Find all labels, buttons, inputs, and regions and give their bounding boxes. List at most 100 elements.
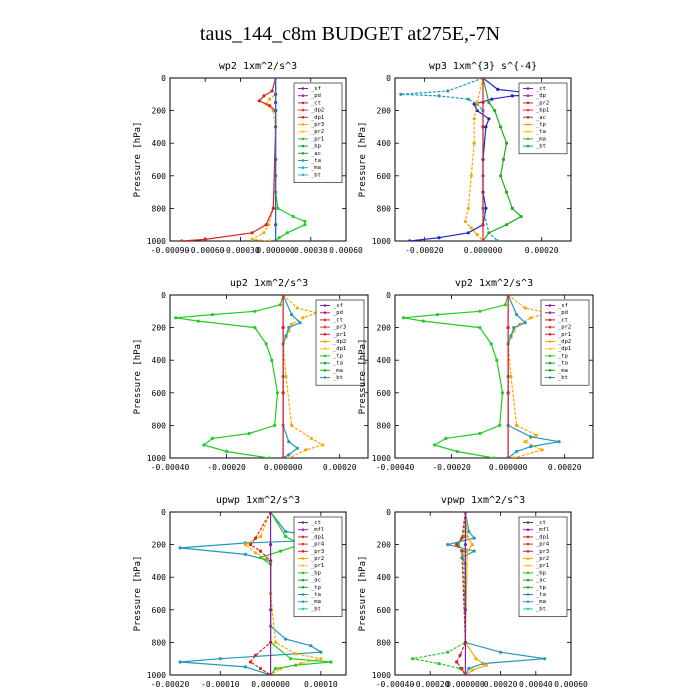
data-point bbox=[264, 223, 268, 227]
data-point bbox=[506, 326, 510, 330]
data-point bbox=[481, 125, 485, 129]
x-tick-label: -0.00020 bbox=[432, 463, 471, 472]
data-point bbox=[274, 666, 278, 671]
data-point bbox=[472, 141, 476, 145]
data-point bbox=[499, 650, 503, 654]
chart-panel-5: upwp 1xm^2/s^3 Pressure [hPa] 0 200 400 600 80… bbox=[133, 495, 347, 689]
data-point bbox=[470, 668, 474, 672]
legend-box bbox=[293, 516, 343, 617]
data-point bbox=[287, 453, 291, 457]
x-tick-label: 0.00020 bbox=[323, 463, 357, 472]
x-tick-label: 0.000000 bbox=[256, 246, 295, 255]
data-point bbox=[218, 657, 222, 661]
legend-entry: _pr4 bbox=[311, 542, 325, 548]
y-tick-label: 800 bbox=[152, 204, 167, 213]
y-tick-label: 400 bbox=[152, 139, 167, 148]
legend-marker bbox=[323, 318, 327, 322]
legend-marker bbox=[526, 542, 530, 546]
data-point bbox=[469, 174, 473, 178]
legend-entry: _ta bbox=[536, 592, 546, 598]
legend-marker bbox=[526, 557, 530, 560]
data-point bbox=[481, 239, 485, 241]
series-layer bbox=[180, 78, 307, 241]
data-point bbox=[303, 219, 307, 223]
legend-marker bbox=[301, 166, 305, 169]
data-point bbox=[411, 657, 415, 661]
data-point bbox=[290, 423, 294, 427]
legend-entry: _ma bbox=[536, 599, 546, 605]
legend-entry: _ta bbox=[558, 361, 568, 367]
legend-marker bbox=[301, 528, 305, 531]
legend-marker bbox=[323, 325, 327, 329]
x-tick-label: 0.000000 bbox=[446, 680, 485, 689]
legend-marker bbox=[323, 369, 327, 372]
panel-title: wp2 1xm^2/s^3 bbox=[219, 61, 297, 72]
legend-entry: _ct bbox=[311, 520, 321, 526]
x-tick-label: -0.00010 bbox=[201, 680, 240, 689]
series-line-pr2 bbox=[464, 78, 484, 241]
data-point bbox=[455, 449, 459, 454]
legend-entry: _tp bbox=[333, 353, 343, 359]
legend-entry: _sf bbox=[558, 303, 568, 309]
legend: _ct_mfl_dp1_pr4_pr3_pr2_pr1_bp_ac_tp_ta_… bbox=[293, 516, 343, 617]
data-point bbox=[281, 295, 285, 297]
data-point bbox=[472, 549, 476, 553]
data-point bbox=[455, 543, 459, 547]
data-point bbox=[270, 89, 274, 93]
data-point bbox=[258, 534, 263, 539]
legend-entry: _bp bbox=[311, 144, 321, 150]
data-point bbox=[309, 436, 313, 440]
legend-marker bbox=[526, 130, 530, 133]
data-point bbox=[475, 232, 479, 237]
y-tick-label: 600 bbox=[377, 606, 392, 615]
series-layer bbox=[174, 295, 325, 458]
data-point bbox=[287, 440, 291, 444]
data-point bbox=[504, 223, 509, 227]
data-point bbox=[225, 449, 229, 454]
data-point bbox=[284, 530, 288, 534]
data-point bbox=[274, 109, 278, 113]
data-point bbox=[257, 99, 261, 103]
legend-marker bbox=[526, 571, 530, 575]
legend-marker bbox=[548, 369, 552, 372]
y-tick-label: 200 bbox=[152, 541, 167, 550]
data-point bbox=[472, 117, 476, 121]
y-tick-label: 0 bbox=[386, 508, 391, 517]
data-point bbox=[243, 552, 247, 557]
x-tick-label: 0.00020 bbox=[484, 680, 518, 689]
legend-entry: _dp2 bbox=[333, 339, 346, 345]
y-tick-label: 1000 bbox=[372, 671, 391, 680]
legend-marker bbox=[526, 600, 530, 603]
series-line-pr1 bbox=[403, 295, 509, 458]
data-point bbox=[465, 534, 469, 539]
data-point bbox=[274, 78, 278, 80]
legend-marker bbox=[301, 557, 305, 560]
y-tick-label: 600 bbox=[152, 389, 167, 398]
legend-marker bbox=[526, 593, 530, 596]
data-point bbox=[534, 433, 539, 437]
legend-entry: _pr1 bbox=[311, 563, 324, 569]
legend-entry: _pr2 bbox=[536, 100, 549, 106]
y-tick-label: 400 bbox=[152, 356, 167, 365]
data-point bbox=[499, 174, 503, 178]
legend: _ct_dp_pr2 _bp1_ac_tp_ta_ma _bt bbox=[518, 82, 568, 155]
x-tick-label: 0.00060 bbox=[329, 246, 363, 255]
legend-entry: _bt bbox=[536, 606, 546, 612]
data-point bbox=[304, 448, 308, 452]
data-point bbox=[512, 456, 516, 458]
panel-title: wp3 1xm^{3} s^{-4} bbox=[429, 61, 537, 72]
data-point bbox=[463, 219, 467, 223]
legend-entry: _bt bbox=[536, 144, 546, 150]
data-point bbox=[512, 326, 516, 330]
data-point bbox=[178, 546, 182, 550]
data-point bbox=[258, 556, 263, 560]
data-point bbox=[301, 316, 305, 320]
data-point bbox=[287, 456, 291, 458]
data-point bbox=[284, 637, 288, 641]
data-point bbox=[294, 652, 298, 656]
legend-entry: _pr3 bbox=[536, 549, 549, 555]
data-point bbox=[437, 662, 441, 666]
legend-entry: _pd bbox=[311, 93, 321, 99]
legend-entry: _bt bbox=[333, 375, 343, 381]
